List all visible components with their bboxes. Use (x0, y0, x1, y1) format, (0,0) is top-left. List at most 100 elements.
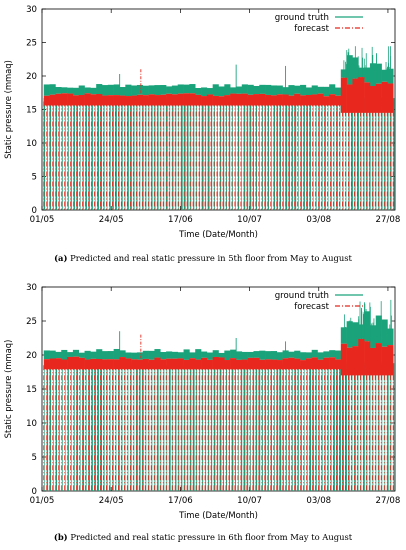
chart-b-ground-truth-band (78, 352, 85, 358)
chart-a-ground-truth-band (195, 88, 202, 95)
chart-a-forecast-band (253, 94, 260, 106)
chart-a-ground-truth-band (276, 85, 283, 95)
chart-a-ground-truth-band (329, 84, 336, 95)
chart-b-ground-truth-band (84, 350, 91, 360)
chart-b-ytick-label: 10 (26, 419, 37, 429)
chart-a-forecast-band (72, 95, 80, 106)
chart-a-forecast-band (195, 94, 202, 106)
chart-a-forecast-band (78, 94, 85, 106)
chart-a-forecast-band (212, 95, 219, 106)
chart-b-forecast-band (282, 358, 289, 370)
chart-a-forecast-band (364, 82, 371, 113)
chart-a-ground-truth-band (206, 88, 213, 95)
chart-a-forecast-band (230, 93, 237, 106)
chart-b-ground-truth-band (148, 350, 155, 360)
chart-b-forecast-band (201, 357, 208, 370)
chart-a-forecast-band (311, 94, 318, 106)
chart-b-ground-truth-band (230, 349, 237, 359)
chart-a-ground-truth-band (201, 87, 208, 97)
chart-b-legend-forecast-label: forecast (294, 302, 329, 312)
chart-b-forecast-band (49, 358, 56, 370)
chart-b-ytick-label: 0 (32, 487, 37, 497)
chart-a-ground-truth-band (241, 84, 248, 94)
chart-a-ground-truth-band (282, 87, 289, 95)
chart-b-ground-truth-band (61, 349, 68, 360)
chart-a-series-ground-truth (43, 46, 395, 210)
chart-b-svg: 0 5 10 15 20 25 30 01/05 24/05 17/06 10/07 03/08 27/… (3, 283, 401, 520)
chart-b-ground-truth-band (67, 352, 74, 357)
chart-b-ground-truth-band (136, 352, 144, 360)
chart-a-ground-truth-band (305, 87, 312, 96)
chart-b-forecast-band (276, 360, 283, 370)
chart-b-ground-truth-band (43, 350, 50, 360)
chart-b-forecast-band (125, 358, 132, 370)
chart-a-ground-truth-band (119, 87, 126, 96)
chart-b-ground-truth-band (340, 327, 347, 344)
chart-b-ground-truth-band (218, 352, 225, 358)
chart-b-ground-truth-band (282, 350, 289, 359)
chart-a-forecast-band (317, 93, 324, 106)
chart-b-ground-truth-band (189, 352, 196, 359)
chart-b-forecast-band (189, 358, 196, 370)
chart-b-ground-truth-band (224, 350, 231, 361)
chart-a-forecast-band (224, 95, 231, 106)
chart-a-forecast-band (90, 94, 97, 106)
chart-b-ground-truth-band (352, 322, 359, 347)
chart-a-forecast-band (206, 94, 213, 106)
chart-a-forecast-band (136, 94, 144, 106)
caption-b-tag: (b) (53, 532, 68, 542)
chart-b-forecast-band (305, 358, 312, 370)
chart-a-ground-truth-band (166, 86, 173, 94)
chart-b-forecast-band (218, 357, 225, 370)
chart-a-forecast-band (189, 93, 196, 106)
chart-b-forecast-band (67, 356, 74, 370)
caption-a-tag: (a) (54, 253, 68, 263)
chart-b-forecast-band (247, 357, 254, 370)
chart-a-forecast-band (96, 94, 103, 106)
chart-b-ground-truth-band (294, 350, 301, 359)
chart-a-forecast-band (61, 93, 68, 106)
chart-panel-b: 0 5 10 15 20 25 30 01/05 24/05 17/06 10/07 03/08 27/… (0, 275, 406, 550)
chart-b-forecast-band (346, 347, 353, 376)
chart-a-ground-truth-band (84, 87, 91, 94)
chart-b-ground-truth-band (72, 349, 80, 357)
chart-b-xtick-label: 10/07 (237, 496, 262, 506)
chart-b-ground-truth-band (49, 350, 56, 359)
chart-b-ground-truth-band (247, 351, 254, 358)
chart-b-xtick-label: 17/06 (168, 496, 193, 506)
chart-b-forecast-band (107, 359, 114, 370)
chart-a-ground-truth-band (148, 85, 155, 95)
chart-a-forecast-band (102, 95, 109, 106)
chart-a-ground-truth-band (160, 85, 167, 95)
chart-b-forecast-band (230, 358, 237, 370)
chart-a-ground-truth-band (270, 85, 278, 96)
chart-a-forecast-band (358, 77, 365, 113)
chart-b-ground-truth-band (171, 351, 179, 359)
chart-a-ground-truth-band (72, 87, 80, 96)
chart-b-forecast-band (369, 347, 377, 376)
chart-b-forecast-band (131, 359, 138, 370)
chart-a-xtick-label: 01/05 (30, 215, 55, 225)
chart-a-ground-truth-band (55, 87, 62, 94)
chart-b-ytick-label: 5 (32, 453, 37, 463)
chart-b-forecast-band (61, 359, 68, 370)
caption-a-text: Predicted and real static pressure in 5t… (70, 253, 352, 263)
chart-a-ground-truth-band (96, 84, 103, 95)
chart-a-forecast-band (131, 95, 138, 106)
chart-a-ytick-label: 0 (32, 206, 37, 216)
chart-a-xtick-label: 03/08 (306, 215, 331, 225)
chart-b-xtick-label: 24/05 (99, 496, 124, 506)
chart-a-ytick-label: 15 (26, 106, 37, 116)
chart-b-forecast-band (265, 359, 272, 370)
chart-a-ground-truth-band (218, 86, 225, 97)
chart-a-legend-ground-truth-label: ground truth (275, 13, 329, 23)
chart-a-forecast-band (235, 93, 243, 106)
chart-a-forecast-band (84, 93, 91, 106)
chart-a-ground-truth-band (212, 84, 219, 96)
chart-b-forecast-band (160, 359, 167, 370)
chart-b-ytick-label: 30 (26, 283, 37, 293)
chart-a-forecast-band (154, 95, 161, 106)
chart-b-forecast-band (224, 360, 231, 370)
chart-b-xtick-label: 27/08 (376, 496, 401, 506)
chart-b-forecast-band (317, 359, 324, 370)
